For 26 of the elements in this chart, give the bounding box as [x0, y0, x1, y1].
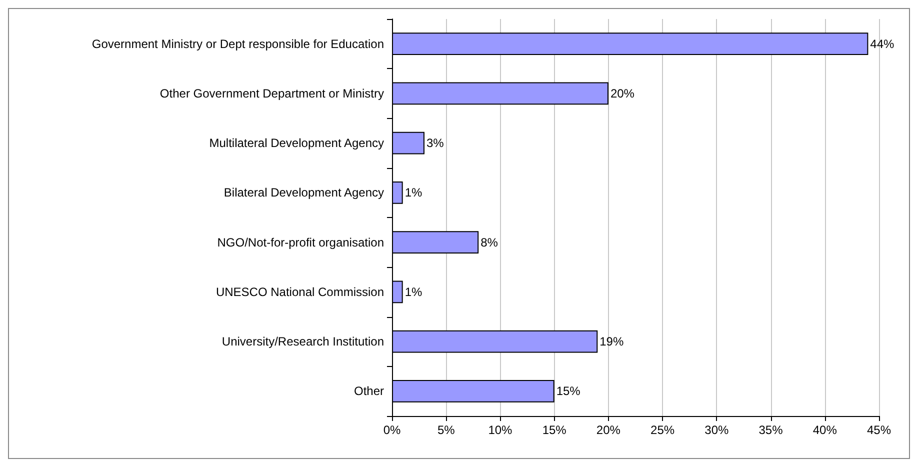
x-tick-label: 30%	[704, 423, 729, 437]
y-tick-label: Bilateral Development Agency	[224, 186, 384, 200]
data-label: 8%	[480, 235, 498, 250]
data-label: 3%	[426, 136, 444, 150]
y-tick-label: Other	[354, 384, 384, 398]
x-tick-label: 40%	[812, 423, 838, 437]
x-tick-label: 10%	[488, 423, 513, 437]
x-tick-label: 5%	[437, 423, 456, 437]
y-tick-label: Other Government Department or Ministry	[160, 86, 384, 100]
data-label: 1%	[404, 284, 422, 299]
y-tick-label: NGO/Not-for-profit organisation	[217, 235, 384, 250]
y-tick-label: University/Research Institution	[222, 334, 384, 349]
x-tick-label: 35%	[758, 423, 784, 437]
x-tick-label: 0%	[383, 423, 401, 437]
data-label: 15%	[556, 384, 581, 398]
x-tick-label: 25%	[650, 423, 675, 437]
x-tick-label: 15%	[542, 423, 567, 437]
x-tick-label: 20%	[596, 423, 621, 437]
data-label: 19%	[600, 334, 624, 349]
data-label: 44%	[870, 36, 895, 51]
data-label: 20%	[610, 86, 635, 100]
y-tick-label: Multilateral Development Agency	[209, 136, 384, 150]
x-tick-label: 45%	[866, 423, 892, 437]
y-tick-label: UNESCO National Commission	[216, 284, 384, 299]
data-label: 1%	[404, 186, 422, 200]
y-tick-label: Government Ministry or Dept responsible for Education	[92, 36, 384, 51]
